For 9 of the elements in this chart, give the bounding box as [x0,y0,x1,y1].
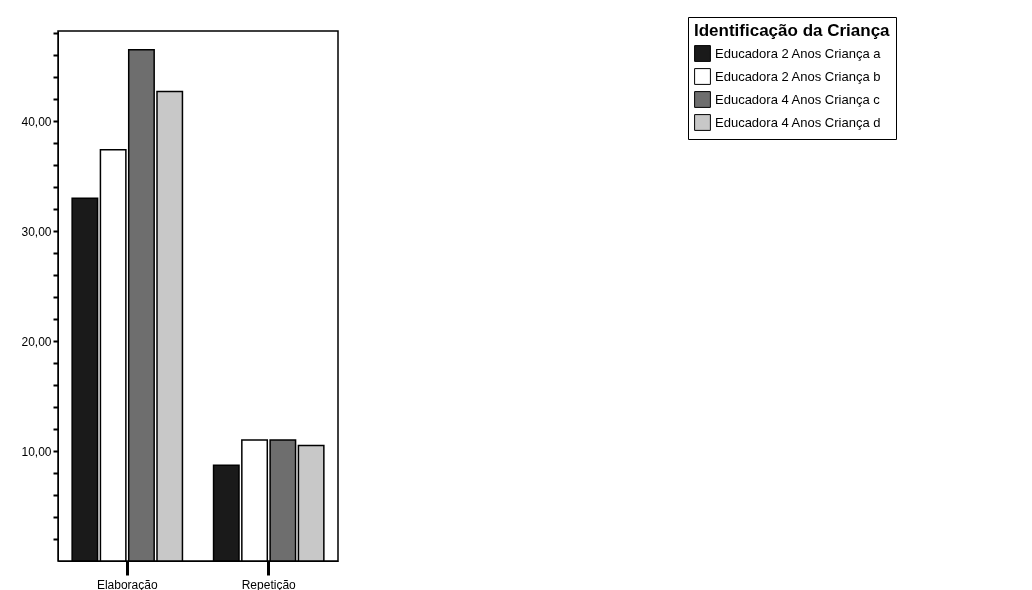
legend-title: Identificação da Criança [694,21,891,40]
legend-label: Educadora 4 Anos Criança d [715,114,881,130]
y-tick-label: 30,00 [21,224,52,239]
legend-label: Educadora 4 Anos Criança c [715,91,881,107]
legend-label: Educadora 2 Anos Criança b [715,68,881,84]
y-tick-label: 10,00 [21,444,52,459]
y-tick-label: 20,00 [21,334,52,349]
y-tick-label: 40,00 [21,114,52,129]
legend-label: Educadora 2 Anos Criança a [715,45,882,61]
